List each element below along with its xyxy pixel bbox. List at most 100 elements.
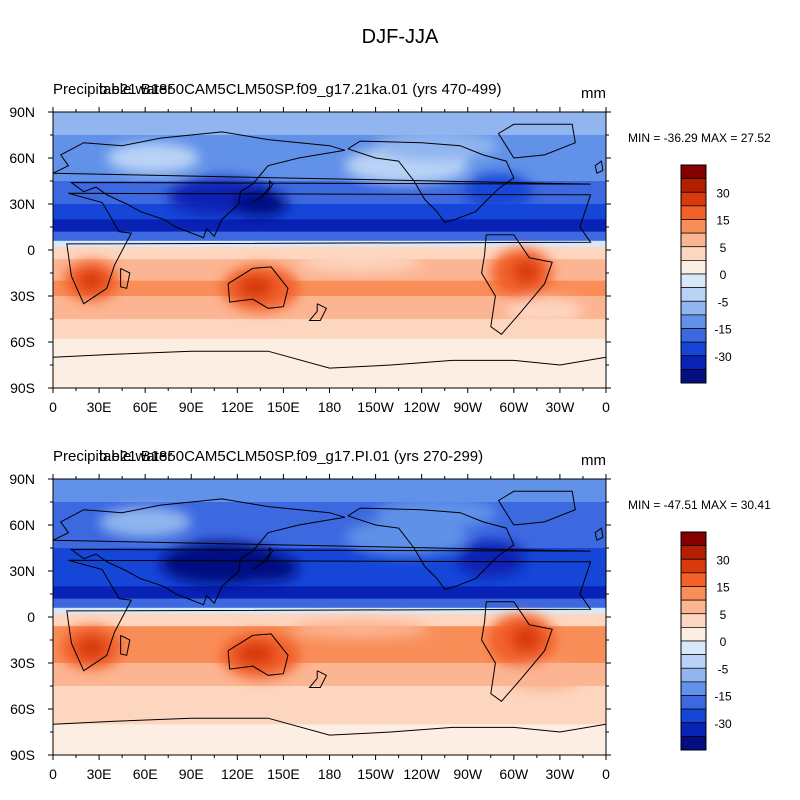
contour-band: [53, 724, 606, 755]
colorbar-swatch: [680, 586, 707, 601]
contour-region: [291, 620, 430, 639]
contour-region: [77, 269, 106, 292]
lon-tick-label: 120W: [403, 766, 440, 782]
map-case-title: b.e21.B1850CAM5CLM50SP.f09_g17.PI.01 (yr…: [99, 448, 483, 465]
lon-tick-label: 0: [602, 399, 610, 415]
colorbar-label: -5: [718, 295, 729, 309]
contour-region: [106, 142, 199, 174]
contour-band: [53, 219, 606, 233]
coastline: [120, 267, 131, 289]
colorbar-swatch: [680, 667, 707, 683]
colorbar-swatch: [680, 328, 707, 343]
lat-tick-label: 90N: [9, 104, 35, 120]
contour-band: [53, 280, 606, 297]
coastline: [53, 717, 606, 736]
colorbar-label: 15: [716, 214, 730, 228]
colorbar-label: -15: [714, 323, 732, 337]
coastline: [481, 601, 553, 702]
coastline: [481, 234, 553, 335]
lat-tick-label: 90S: [10, 380, 35, 396]
colorbar-label: -5: [718, 662, 729, 676]
contour-region: [375, 497, 499, 529]
coastlines: [53, 123, 606, 369]
coastline: [497, 490, 576, 526]
colorbar-swatch: [680, 260, 707, 275]
colorbar-label: 0: [720, 635, 727, 649]
colorbar-swatch: [680, 654, 707, 669]
coastline: [227, 633, 289, 676]
contour-band: [53, 204, 606, 220]
colorbar-swatch: [680, 613, 707, 628]
colorbar-label: 30: [716, 186, 730, 200]
contour-band: [53, 613, 606, 627]
colorbar-frame: [680, 531, 707, 751]
contour-band: [53, 231, 606, 242]
contour-band: [53, 319, 606, 340]
contour-region: [456, 540, 525, 578]
contour-band: [53, 338, 606, 358]
lat-tick-label: 30S: [10, 288, 35, 304]
lon-tick-label: 0: [49, 766, 57, 782]
lat-tick-label: 60N: [9, 517, 35, 533]
coastline: [66, 559, 592, 672]
colorbar-swatch: [680, 232, 707, 248]
lon-tick-label: 150E: [267, 399, 300, 415]
coastline: [227, 266, 289, 309]
map-units: mm: [581, 452, 606, 469]
lon-tick-label: 120E: [221, 766, 254, 782]
colorbar-label: 15: [716, 581, 730, 595]
contour-band: [53, 607, 606, 615]
lon-tick-label: 0: [49, 399, 57, 415]
colorbar-swatch: [680, 722, 707, 737]
lon-tick-label: 150W: [357, 399, 394, 415]
map-units: mm: [581, 85, 606, 102]
lon-tick-label: 180: [318, 766, 342, 782]
map-min-max: MIN = -47.51 MAX = 30.41: [628, 498, 771, 512]
coastline: [53, 131, 591, 239]
coastline: [594, 527, 604, 541]
contour-region: [464, 173, 533, 211]
map-left-title: Precipitable water: [53, 448, 172, 465]
map-left-title: Precipitable water: [53, 81, 172, 98]
contour-band: [53, 686, 606, 707]
contour-band: [53, 240, 606, 248]
lon-tick-label: 0: [602, 766, 610, 782]
lat-tick-label: 30N: [9, 196, 35, 212]
contour-region: [232, 191, 289, 217]
colorbar-swatch: [680, 531, 707, 546]
colorbar-label: 5: [720, 241, 727, 255]
lon-tick-label: 90E: [179, 399, 204, 415]
contour-band: [53, 246, 606, 260]
colorbar-swatch: [680, 287, 707, 302]
coastline: [252, 179, 274, 203]
colorbar: 30 15 5 0 -5 -15 -30: [680, 164, 732, 384]
colorbar-swatch: [680, 178, 707, 193]
coastline: [120, 634, 131, 656]
colorbar-swatch: [680, 681, 707, 696]
lat-tick-label: 90S: [10, 747, 35, 763]
precip-water-field: [53, 479, 606, 755]
contour-band: [53, 586, 606, 600]
colorbar-swatch: [680, 627, 707, 642]
lon-tick-label: 30E: [87, 766, 112, 782]
map-panel-bottom: 0 30E 60E 90E 120E 150E 180 150W 120W 90W 60W 30W 09…: [9, 448, 771, 782]
coastline: [66, 192, 592, 305]
contour-region: [375, 130, 499, 162]
colorbar-swatch: [680, 545, 707, 560]
lon-tick-label: 30W: [546, 399, 576, 415]
lon-tick-label: 90W: [453, 766, 483, 782]
colorbar-label: -15: [714, 690, 732, 704]
colorbar-label: 30: [716, 553, 730, 567]
coastline: [53, 498, 591, 606]
lat-tick-label: 60S: [10, 334, 35, 350]
colorbar-swatch: [680, 640, 707, 655]
lon-tick-label: 180: [318, 399, 342, 415]
contour-region: [298, 253, 422, 272]
contour-band: [53, 357, 606, 388]
colorbar-swatch: [680, 314, 707, 329]
colorbar-swatch: [680, 300, 707, 316]
coastline: [252, 546, 274, 570]
colorbar-swatch: [680, 205, 707, 220]
precip-water-field: [53, 112, 606, 388]
colorbar-swatch: [680, 599, 707, 615]
